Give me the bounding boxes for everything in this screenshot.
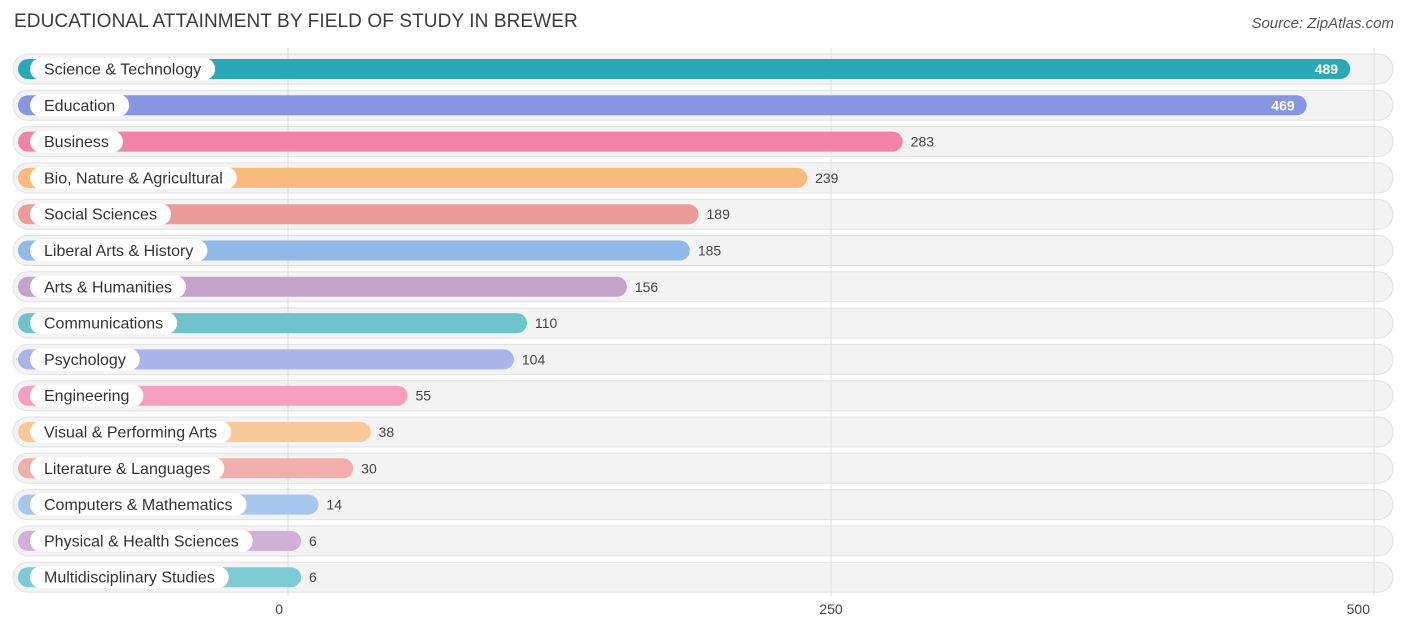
category-label: Multidisciplinary Studies — [44, 570, 215, 587]
label-pill — [30, 384, 144, 407]
source-credit: Source: ZipAtlas.com — [1251, 15, 1394, 32]
category-label: Liberal Arts & History — [44, 243, 193, 260]
category-label: Computers & Mathematics — [44, 497, 233, 514]
label-pill — [30, 203, 171, 226]
bar-education — [18, 95, 1307, 116]
category-label: Visual & Performing Arts — [44, 425, 217, 442]
label-pill — [30, 166, 237, 189]
chart-title: EDUCATIONAL ATTAINMENT BY FIELD OF STUDY… — [14, 11, 578, 32]
value-label: 30 — [361, 460, 377, 476]
value-label: 6 — [309, 533, 317, 549]
bar-psychology — [18, 349, 514, 370]
category-label: Business — [44, 134, 109, 151]
value-label: 283 — [911, 134, 935, 150]
label-pill — [30, 275, 187, 298]
row-track — [12, 489, 1394, 521]
value-label: 104 — [522, 351, 546, 367]
x-tick-label: 250 — [819, 601, 843, 617]
x-tick-label: 500 — [1347, 601, 1371, 617]
category-label: Bio, Nature & Agricultural — [44, 170, 223, 187]
category-label: Literature & Languages — [44, 461, 210, 478]
label-pill — [30, 348, 140, 371]
label-pill — [30, 130, 123, 153]
x-tick-label: 0 — [275, 601, 283, 617]
label-pill — [30, 58, 216, 80]
row-track — [12, 561, 1394, 593]
category-label: Physical & Health Sciences — [44, 533, 239, 550]
bar-science-technology — [18, 59, 1351, 79]
value-label: 156 — [635, 279, 659, 295]
value-label: 38 — [379, 424, 395, 440]
label-pill — [30, 493, 247, 516]
value-label: 6 — [309, 569, 317, 585]
label-pill — [30, 566, 229, 589]
category-label: Arts & Humanities — [44, 279, 172, 296]
value-label: 489 — [1315, 61, 1339, 77]
label-pill — [30, 239, 208, 262]
value-label: 469 — [1271, 97, 1295, 113]
label-pill — [30, 457, 225, 480]
category-label: Communications — [44, 316, 163, 333]
category-label: Psychology — [44, 352, 126, 369]
value-label: 14 — [326, 497, 342, 513]
bar-social-sciences — [18, 204, 699, 225]
value-label: 55 — [415, 388, 431, 404]
label-pill — [30, 312, 178, 335]
bar-business — [18, 131, 903, 152]
row-track — [12, 525, 1394, 557]
label-pill — [30, 94, 130, 117]
value-label: 239 — [815, 170, 839, 186]
category-label: Social Sciences — [44, 207, 157, 224]
label-pill — [30, 529, 253, 552]
category-label: Science & Technology — [44, 62, 201, 79]
value-label: 110 — [535, 315, 558, 331]
value-label: 189 — [707, 206, 731, 222]
row-track — [12, 452, 1394, 484]
category-label: Engineering — [44, 388, 129, 405]
category-label: Education — [44, 98, 115, 115]
label-pill — [30, 421, 232, 443]
value-label: 185 — [698, 243, 722, 259]
